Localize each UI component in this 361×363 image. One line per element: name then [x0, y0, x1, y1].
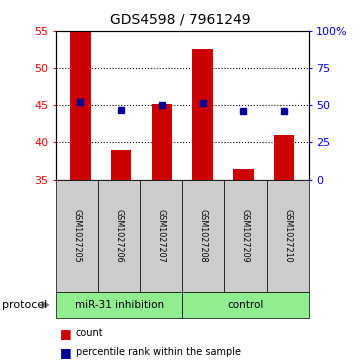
Text: ■: ■ — [60, 346, 71, 359]
Text: GSM1027205: GSM1027205 — [73, 209, 82, 263]
Text: protocol: protocol — [2, 300, 47, 310]
Text: GSM1027208: GSM1027208 — [199, 209, 208, 263]
Bar — [233, 168, 254, 180]
Text: GSM1027210: GSM1027210 — [283, 209, 292, 263]
Text: control: control — [227, 300, 264, 310]
Text: count: count — [76, 328, 104, 338]
Bar — [152, 104, 172, 180]
Bar — [192, 49, 213, 180]
Text: miR-31 inhibition: miR-31 inhibition — [75, 300, 164, 310]
Bar — [111, 150, 131, 180]
Text: GSM1027209: GSM1027209 — [241, 209, 250, 263]
Text: percentile rank within the sample: percentile rank within the sample — [76, 347, 241, 357]
Text: GSM1027207: GSM1027207 — [157, 209, 166, 263]
Bar — [70, 31, 91, 180]
Bar — [274, 135, 294, 180]
Text: GDS4598 / 7961249: GDS4598 / 7961249 — [110, 13, 251, 27]
Text: ■: ■ — [60, 327, 71, 340]
Text: GSM1027206: GSM1027206 — [115, 209, 123, 263]
